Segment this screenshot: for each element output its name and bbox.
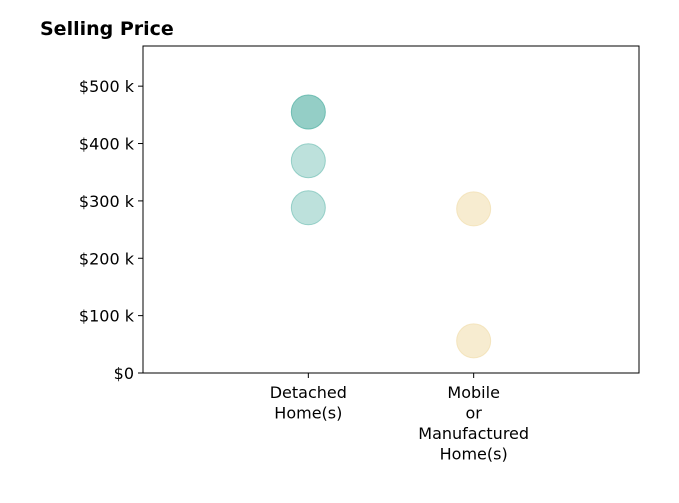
data-point bbox=[290, 143, 326, 179]
x-tick-label: Mobile or Manufactured Home(s) bbox=[418, 383, 529, 464]
data-point bbox=[456, 191, 492, 227]
y-tick-label: $0 bbox=[114, 364, 134, 383]
y-tick-label: $100 k bbox=[79, 307, 135, 326]
y-tick-label: $200 k bbox=[79, 249, 135, 268]
data-point bbox=[290, 190, 326, 226]
data-point bbox=[456, 323, 492, 359]
data-point bbox=[290, 94, 326, 130]
y-tick-label: $300 k bbox=[79, 192, 135, 211]
plot-area bbox=[142, 45, 640, 374]
y-tick-label: $500 k bbox=[79, 77, 135, 96]
y-tick-label: $400 k bbox=[79, 135, 135, 154]
data-points bbox=[290, 94, 492, 359]
chart-title: Selling Price bbox=[40, 18, 174, 40]
x-tick-label: Detached Home(s) bbox=[270, 383, 347, 423]
y-axis: $0 $100 k $200 k $300 k $400 k $500 k bbox=[79, 77, 143, 383]
x-axis: Detached Home(s) Mobile or Manufactured Home(… bbox=[270, 373, 529, 464]
